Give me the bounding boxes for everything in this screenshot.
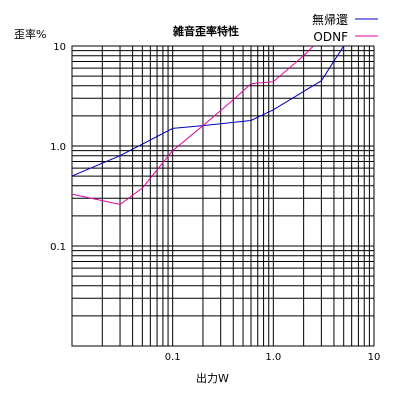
chart-title: 雑音歪率特性 — [172, 24, 239, 38]
y-tick-label: 10 — [53, 42, 66, 53]
x-tick-label: 0.1 — [165, 352, 181, 363]
legend: 無帰還 ODNF — [312, 12, 378, 44]
y-axis-label: 歪率% — [14, 27, 46, 41]
y-tick-label: 1.0 — [50, 142, 66, 153]
x-tick-label: 1.0 — [265, 352, 281, 363]
series-line-1 — [72, 46, 345, 177]
series-layer — [72, 46, 345, 206]
y-tick-label: 0.1 — [50, 242, 66, 253]
grid-lines — [71, 46, 374, 347]
legend-label-series-1: 無帰還 — [312, 12, 348, 27]
x-axis-label: 出力W — [196, 371, 229, 385]
series-line-2 — [72, 46, 315, 206]
tick-labels: 0.1 1.0 10 0.1 1.0 10 — [50, 42, 380, 363]
x-tick-label: 10 — [368, 352, 381, 363]
legend-label-series-2: ODNF — [313, 30, 348, 44]
plot-frame — [71, 45, 375, 347]
